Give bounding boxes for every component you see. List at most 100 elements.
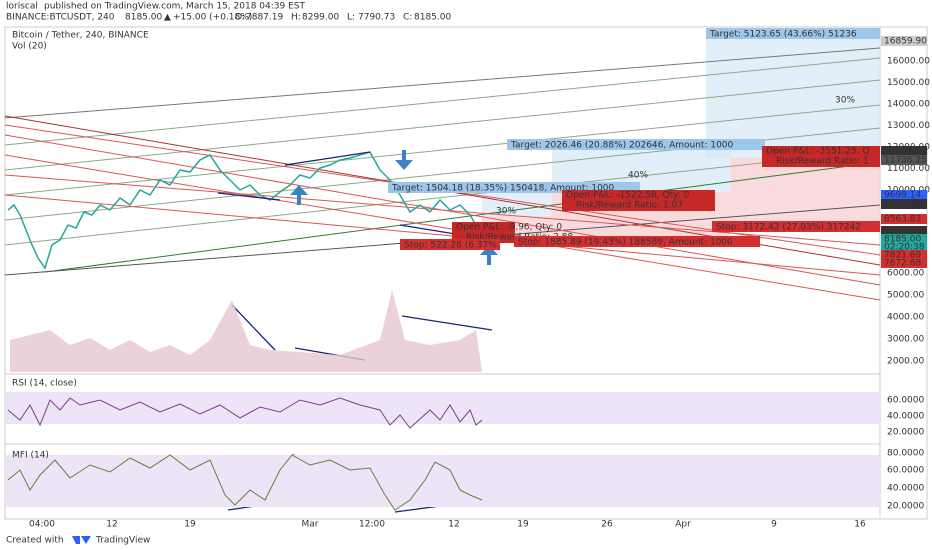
- pnl-label: Risk/Reward Ratio: 1: [776, 157, 869, 167]
- author: loriscal: [6, 2, 38, 12]
- target-label: Target: 1504.18 (18.35%) 150418, Amount:…: [391, 184, 615, 194]
- last-price: 8185.00: [125, 13, 162, 23]
- price-tag: [881, 155, 927, 165]
- mfi-axis-label: 20.0000: [887, 502, 924, 512]
- price-tag: [881, 146, 927, 156]
- change-arrow: ▲: [164, 13, 171, 23]
- price-tag-label: 16859.90: [884, 37, 927, 47]
- price-tag-label: 9707.58: [884, 200, 921, 210]
- time-axis-label: 04:00: [29, 520, 55, 530]
- change: +15.00 (+0.18%): [173, 13, 252, 23]
- mfi-axis-label: 60.0000: [887, 466, 924, 476]
- rsi-axis-label: 20.0000: [887, 428, 924, 438]
- rsi-band: [5, 392, 880, 424]
- price-axis-label: 13000.00: [887, 121, 930, 131]
- time-axis-label: 26: [601, 520, 613, 530]
- rsi-line: [7, 397, 483, 429]
- time-axis-label: Apr: [675, 520, 691, 530]
- label-box: [762, 146, 880, 167]
- stop-zone: [730, 158, 880, 228]
- pnl-label: Open P&L: -1522.58, Qty: 0: [566, 191, 690, 201]
- price-tag-label: 11736.25: [884, 156, 927, 166]
- stop-label: Stop: 1885.89 (19.43%) 188589, Amount: 1…: [518, 238, 733, 248]
- ohlc-value: 8299.00: [302, 13, 339, 23]
- time-axis-label: 12: [448, 520, 459, 530]
- target-label: Target: 2026.46 (20.88%) 202646, Amount:…: [510, 141, 734, 151]
- price-axis-label: 2000.00: [887, 357, 924, 367]
- ohlc-label: C:: [403, 13, 412, 23]
- ohlc-label: H:: [291, 13, 301, 23]
- ohlc-value: 7790.73: [358, 13, 395, 23]
- time-axis-label: Mar: [302, 520, 319, 530]
- label-box: [400, 239, 500, 250]
- rsi-axis-label: 40.0000: [887, 412, 924, 422]
- price-axis-label: 15000.00: [887, 78, 930, 88]
- label-box: [562, 190, 715, 211]
- mfi-line: [7, 454, 483, 511]
- label-box: [712, 221, 880, 232]
- price-axis-label: 4000.00: [887, 313, 924, 323]
- price-tag: [881, 226, 927, 236]
- pane-legend: Vol (20): [12, 42, 47, 52]
- rsi-axis-label: 60.0000: [887, 396, 924, 406]
- pnl-label: Risk/Reward Ratio: 1.07: [576, 201, 683, 211]
- percent-label: 30%: [835, 96, 855, 106]
- pane-legend: MFI (14): [12, 451, 49, 461]
- pnl-label: Open P&L: -3551.25, Q: [766, 147, 870, 157]
- label-box: [507, 139, 765, 150]
- ohlc-label: O:: [235, 13, 245, 23]
- percent-label: 30%: [496, 207, 516, 217]
- percent-label: 40%: [628, 171, 648, 181]
- price-tag-label: 7821.69: [884, 251, 921, 261]
- price-tag: [881, 190, 927, 200]
- mfi-band: [5, 455, 880, 507]
- price-tag-label: 8194.96: [884, 227, 921, 237]
- price-axis-label: 6000.00: [887, 269, 924, 279]
- price-tag-label: 02:20:38: [884, 243, 925, 253]
- price-axis-label: 16000.00: [887, 57, 930, 67]
- logo: [72, 536, 91, 544]
- price-tag: [881, 242, 927, 252]
- time-axis-label: 19: [184, 520, 196, 530]
- price-axis-label: 3000.00: [887, 335, 924, 345]
- volume-area: [10, 290, 482, 372]
- price-tag: [881, 199, 927, 209]
- ohlc-value: 7887.19: [246, 13, 283, 23]
- label-box: [706, 28, 880, 39]
- time-axis-label: 12: [106, 520, 117, 530]
- footer-created: Created with: [6, 536, 64, 546]
- time-axis-label: 9: [771, 520, 777, 530]
- label-box: [452, 222, 515, 243]
- mfi-axis-label: 80.0000: [887, 449, 924, 459]
- footer-brand: TradingView: [95, 536, 150, 546]
- price-tag: [881, 234, 927, 244]
- label-box: [514, 236, 760, 247]
- ohlc-label: L:: [347, 13, 355, 23]
- mfi-axis-label: 40.0000: [887, 484, 924, 494]
- price-tag: [881, 36, 927, 46]
- price-tag: [881, 258, 927, 268]
- price-tag-label: 8185.00: [884, 235, 921, 245]
- price-tag-label: 8563.83: [884, 215, 921, 225]
- pane-legend: Bitcoin / Tether, 240, BINANCE: [12, 31, 149, 41]
- price-axis-label: 5000.00: [887, 291, 924, 301]
- stop-label: Stop: 522.28 (6.37%: [404, 241, 497, 251]
- time-axis-label: 16: [854, 520, 866, 530]
- price-series: [7, 151, 483, 270]
- price-tag-label: 9699.14: [884, 191, 921, 201]
- symbol: BINANCE:BTCUSDT, 240: [6, 13, 115, 23]
- price-axis-label: 11000.00: [887, 164, 930, 174]
- target-label: Target: 5123.65 (43.66%) 51236: [709, 30, 857, 40]
- stop-label: Stop: 3172.42 (27.03%) 317242: [716, 223, 861, 233]
- ohlc-value: 8185.00: [414, 13, 451, 23]
- price-axis-label: 14000.00: [887, 100, 930, 110]
- price-tag: [881, 250, 927, 260]
- time-axis-label: 19: [517, 520, 529, 530]
- published-info: published on TradingView.com, March 15, …: [44, 2, 305, 12]
- pane-legend: RSI (14, close): [12, 379, 77, 389]
- price-tag-label: 11734.04: [884, 147, 927, 157]
- price-tag: [881, 214, 927, 224]
- pnl-label: Open P&L: -9.96, Qty: 0: [456, 223, 562, 233]
